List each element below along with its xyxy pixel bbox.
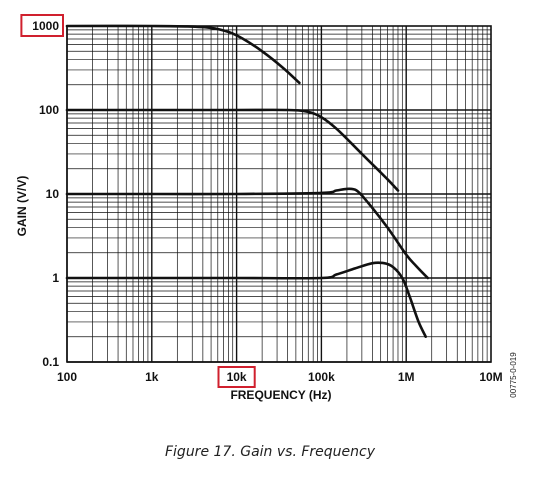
series-line-4 <box>65 261 427 338</box>
highlight-box <box>217 366 256 388</box>
x-tick-labels: 100 1k 10k 100k 1M 10M <box>57 370 503 384</box>
x-tick-label: 100 <box>57 370 77 384</box>
x-tick-label: 10k <box>227 370 247 384</box>
figure-code: 00775-0-019 <box>509 352 518 398</box>
x-tick-label: 1k <box>145 370 159 384</box>
highlight-box <box>20 14 64 37</box>
series-group <box>65 24 430 338</box>
x-tick-label: 1M <box>398 370 415 384</box>
y-tick-label: 1000 <box>32 19 59 33</box>
y-tick-label: 10 <box>46 187 60 201</box>
y-axis-title: GAIN (V/V) <box>15 176 29 237</box>
series-line-1 <box>65 24 301 85</box>
y-tick-label: 0.1 <box>42 355 59 369</box>
x-axis-title: FREQUENCY (Hz) <box>230 388 331 402</box>
y-tick-label: 100 <box>39 103 59 117</box>
x-tick-label: 10M <box>479 370 502 384</box>
figure-caption: Figure 17. Gain vs. Frequency <box>165 444 376 460</box>
highlight-boxes <box>20 14 256 388</box>
x-tick-label: 100k <box>308 370 335 384</box>
series-line-3 <box>65 187 430 280</box>
series-line-2 <box>65 108 400 192</box>
y-tick-label: 1 <box>52 271 59 285</box>
y-tick-labels: 0.1 1 10 100 1000 <box>32 19 59 369</box>
